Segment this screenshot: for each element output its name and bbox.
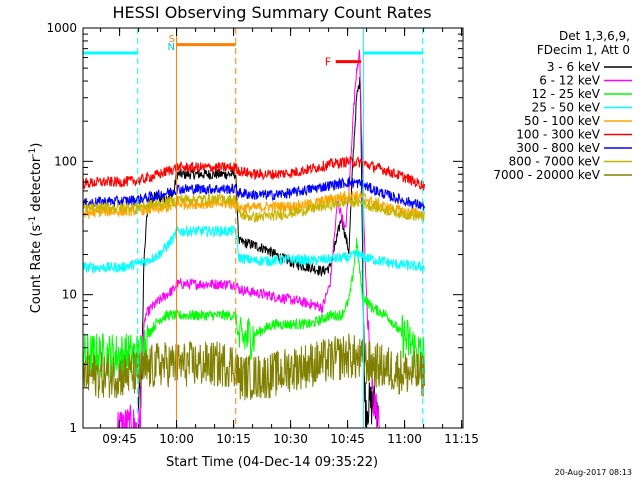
- legend: Det 1,3,6,9, FDecim 1, Att 0 3 - 6 keV6 …: [493, 29, 632, 182]
- y-axis-label-part3: ): [29, 143, 44, 148]
- y-tick-label-0: 1: [69, 421, 77, 435]
- x-tick-label-1: 10:00: [159, 432, 194, 446]
- chart-title: HESSI Observing Summary Count Rates: [112, 3, 431, 22]
- y-axis-label-part1: Count Rate (s: [29, 225, 44, 314]
- flare-label: F: [325, 56, 331, 69]
- legend-header-1: Det 1,3,6,9,: [559, 29, 630, 43]
- axes-layer: 09:45 10:00 10:15 10:30 10:45 11:00 11:15 1 10 10…: [46, 21, 478, 446]
- series-line-3: [82, 225, 425, 274]
- saa-label: S: [169, 34, 175, 45]
- x-tick-label-3: 10:30: [273, 432, 308, 446]
- legend-label-1: 6 - 12 keV: [539, 74, 601, 88]
- series-line-8: [82, 333, 425, 401]
- series-line-1: [117, 49, 380, 429]
- annotation-layer: SN F: [83, 28, 424, 428]
- legend-label-5: 100 - 300 keV: [516, 128, 600, 142]
- y-axis-label-part2: detector: [29, 156, 44, 216]
- legend-label-6: 300 - 800 keV: [516, 141, 600, 155]
- series-line-7: [82, 193, 425, 223]
- legend-label-7: 800 - 7000 keV: [509, 155, 601, 169]
- generated-timestamp: 20-Aug-2017 08:13: [555, 468, 632, 477]
- legend-label-2: 12 - 25 keV: [532, 87, 601, 101]
- y-tick-label-1: 10: [62, 288, 77, 302]
- x-tick-label-4: 10:45: [330, 432, 365, 446]
- y-axis-label-sup1: -1: [28, 216, 38, 225]
- y-tick-label-3: 1000: [46, 21, 77, 35]
- legend-label-4: 50 - 100 keV: [524, 114, 601, 128]
- x-tick-label-5: 11:00: [387, 432, 422, 446]
- y-axis-label-sup2: -1: [28, 148, 38, 157]
- series-line-0: [137, 76, 378, 428]
- legend-header-2: FDecim 1, Att 0: [537, 43, 630, 57]
- plot-frame: [82, 27, 464, 429]
- x-tick-label-2: 10:15: [216, 432, 251, 446]
- legend-label-8: 7000 - 20000 keV: [493, 168, 600, 182]
- y-axis-label: Count Rate (s-1 detector-1): [28, 143, 44, 314]
- x-tick-label-6: 11:15: [444, 432, 479, 446]
- legend-label-0: 3 - 6 keV: [547, 60, 601, 74]
- series-layer: [82, 49, 425, 429]
- series-line-5: [82, 155, 425, 191]
- series-line-4: [82, 190, 425, 220]
- y-tick-label-2: 100: [54, 154, 77, 168]
- night-label: N: [167, 42, 174, 53]
- legend-label-3: 25 - 50 keV: [532, 101, 601, 115]
- x-tick-label-0: 09:45: [102, 432, 137, 446]
- x-axis-label: Start Time (04-Dec-14 09:35:22): [166, 455, 378, 470]
